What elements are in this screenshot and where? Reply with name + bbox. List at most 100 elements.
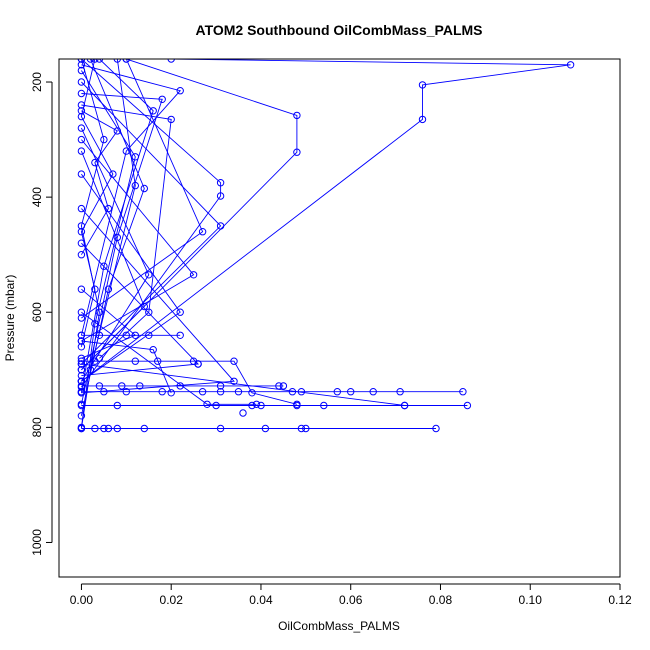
data-point (77, 371, 86, 380)
data-point (77, 239, 86, 247)
data-point (432, 424, 440, 433)
data-point (176, 331, 184, 339)
data-point (216, 179, 225, 187)
data-point (104, 204, 113, 213)
data-point (100, 262, 108, 270)
data-point (113, 401, 122, 410)
x-axis: 0.00 0.02 0.04 0.06 0.08 0.10 0.12 (70, 583, 632, 607)
data-point (118, 382, 126, 390)
data-point (230, 357, 238, 365)
y-tick-label: 400 (30, 187, 44, 207)
data-point (109, 170, 117, 178)
series-line (81, 104, 172, 359)
data-point (212, 401, 220, 410)
data-point (136, 382, 144, 390)
data-point (95, 331, 104, 339)
data-point (216, 424, 225, 433)
data-point (369, 388, 377, 396)
data-point (167, 115, 175, 124)
data-point (149, 107, 157, 115)
data-point (154, 357, 162, 365)
data-point (77, 360, 86, 368)
data-point (293, 148, 301, 156)
data-point (95, 59, 104, 63)
data-point (252, 400, 261, 408)
data-point (131, 181, 140, 190)
data-point (463, 401, 472, 410)
data-point (230, 377, 238, 385)
data-point (77, 66, 86, 75)
y-tick-label: 800 (30, 417, 44, 437)
data-point (77, 377, 86, 385)
data-point (95, 382, 104, 390)
data-point (77, 383, 86, 391)
data-point (77, 78, 86, 86)
data-point (198, 388, 207, 396)
x-tick-label: 0.00 (70, 593, 94, 607)
series-line (81, 288, 137, 359)
data-point (216, 192, 225, 200)
series-line (81, 59, 298, 371)
data-point (158, 388, 166, 396)
data-point (158, 95, 166, 104)
data-point (297, 388, 306, 396)
series-line (81, 110, 118, 255)
data-point (100, 424, 108, 433)
data-point (77, 357, 86, 365)
y-axis: 200 400 600 800 1000 (30, 72, 53, 556)
data-point (104, 424, 113, 433)
data-point (113, 424, 122, 433)
data-point (77, 354, 86, 362)
data-point (77, 285, 86, 293)
data-point (122, 147, 131, 155)
data-point (566, 61, 575, 69)
data-point (113, 59, 121, 63)
series-line (80, 93, 163, 405)
data-point (122, 59, 130, 63)
data-point (275, 382, 283, 390)
data-point (261, 424, 270, 433)
data-point (239, 409, 247, 417)
data-point (91, 59, 99, 63)
data-point (176, 308, 184, 316)
data-point (77, 343, 86, 351)
data-point (203, 400, 211, 408)
series-line (81, 360, 298, 405)
data-point (396, 388, 404, 396)
data-point (91, 320, 99, 328)
series-line (81, 242, 200, 377)
data-point (77, 147, 86, 155)
x-tick-label: 0.10 (519, 593, 543, 607)
series-line (81, 311, 257, 405)
series-line (81, 59, 571, 382)
data-point (279, 382, 288, 390)
data-point (77, 61, 86, 69)
data-point (77, 251, 86, 259)
data-point (77, 107, 86, 115)
data-point (216, 222, 225, 230)
y-tick-label: 1000 (30, 529, 44, 556)
data-point (77, 337, 86, 345)
data-point (140, 302, 149, 311)
data-point (189, 271, 198, 279)
data-point (77, 400, 86, 408)
data-point (216, 382, 225, 390)
data-point (91, 158, 99, 167)
data-point (77, 308, 86, 316)
data-point (77, 124, 86, 132)
data-point (131, 153, 140, 161)
data-point (77, 412, 86, 420)
x-tick-label: 0.08 (429, 593, 453, 607)
data-point (131, 331, 140, 339)
data-point (198, 228, 207, 236)
series-line (81, 173, 181, 382)
series-line (81, 139, 195, 342)
series-line (89, 59, 136, 370)
x-tick-label: 0.02 (160, 593, 184, 607)
series-line (80, 59, 105, 429)
data-point (113, 127, 122, 135)
data-point (145, 331, 153, 339)
series-line (80, 59, 154, 393)
data-point (302, 424, 310, 433)
